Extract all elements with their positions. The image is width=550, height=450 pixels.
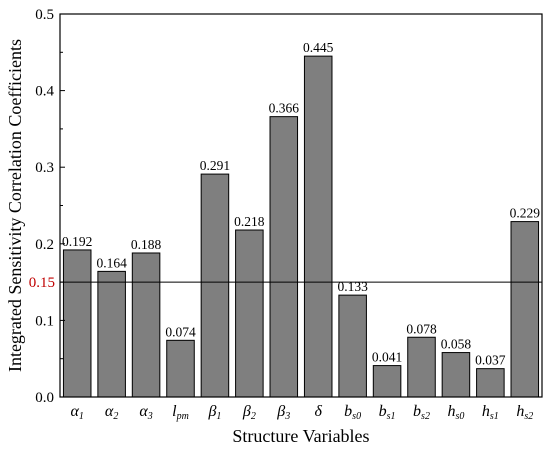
data-label: 0.188 bbox=[131, 237, 162, 252]
x-tick-label: δ bbox=[314, 403, 322, 420]
data-label: 0.164 bbox=[96, 255, 127, 270]
bar bbox=[235, 229, 264, 398]
x-tick-label: hs1 bbox=[482, 403, 499, 422]
bars-group bbox=[62, 55, 540, 398]
data-label: 0.218 bbox=[234, 214, 265, 229]
y-tick-label: 0.4 bbox=[35, 84, 54, 100]
axes-group: 0.0 0.1 0.2 0.3 0.4 0.5 bbox=[35, 7, 543, 406]
x-tick-label: hs2 bbox=[516, 403, 533, 422]
x-tick-label: lpm bbox=[172, 403, 189, 422]
x-tick-label: bs1 bbox=[379, 403, 396, 422]
y-tick-label: 0.3 bbox=[35, 160, 54, 176]
bar bbox=[62, 249, 92, 398]
bar bbox=[407, 336, 436, 398]
bar bbox=[200, 173, 230, 398]
x-tick-label: α2 bbox=[105, 403, 118, 422]
reference-line-group: 0.15 bbox=[29, 275, 542, 291]
data-label: 0.445 bbox=[303, 40, 334, 55]
y-tick-label: 0.5 bbox=[35, 7, 54, 23]
x-tick-label: hs0 bbox=[447, 403, 464, 422]
bar bbox=[166, 339, 195, 398]
bar bbox=[338, 294, 367, 398]
y-tick-label: 0.2 bbox=[35, 237, 54, 253]
data-label: 0.192 bbox=[62, 234, 92, 249]
data-label: 0.133 bbox=[337, 279, 368, 294]
bar bbox=[97, 270, 126, 398]
x-tick-label: β1 bbox=[207, 403, 221, 422]
data-label: 0.037 bbox=[475, 353, 506, 368]
x-tick-label: β2 bbox=[242, 403, 256, 422]
data-label: 0.074 bbox=[165, 324, 196, 339]
bar bbox=[476, 368, 505, 398]
x-tick-label: α1 bbox=[71, 403, 84, 422]
data-label: 0.229 bbox=[510, 206, 541, 221]
x-axis-title: Structure Variables bbox=[232, 426, 369, 446]
data-label: 0.366 bbox=[269, 101, 300, 116]
bar bbox=[441, 352, 471, 398]
data-label: 0.041 bbox=[372, 350, 402, 365]
labels-group: 0.192 α1 0.164 α2 0.188 α3 0.074 lpm 0.291 β1 0.21… bbox=[62, 40, 540, 422]
x-tick-label: β3 bbox=[276, 403, 290, 422]
x-tick-label: bs2 bbox=[413, 403, 430, 422]
y-tick-label: 0.1 bbox=[35, 313, 54, 329]
data-label: 0.058 bbox=[441, 337, 472, 352]
bar bbox=[372, 365, 402, 398]
bar bbox=[510, 221, 540, 398]
bar bbox=[303, 55, 333, 398]
y-axis-title: Integrated Sensitivity Correlation Coeff… bbox=[5, 39, 25, 372]
y-tick-label: 0.0 bbox=[35, 390, 54, 406]
bar bbox=[131, 252, 161, 398]
x-tick-label: bs0 bbox=[344, 403, 361, 422]
bar bbox=[269, 116, 299, 398]
data-label: 0.078 bbox=[406, 321, 437, 336]
reference-line-label: 0.15 bbox=[29, 275, 55, 291]
data-label: 0.291 bbox=[200, 158, 230, 173]
x-tick-label: α3 bbox=[139, 403, 152, 422]
